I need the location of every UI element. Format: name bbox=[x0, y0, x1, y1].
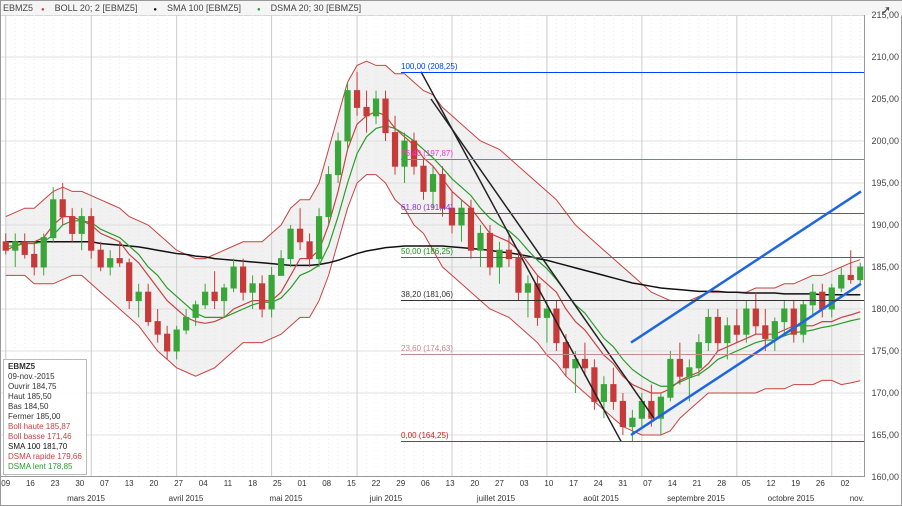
x-tick-day: 06 bbox=[421, 479, 430, 488]
x-tick-day: 16 bbox=[26, 479, 35, 488]
x-tick-day: 25 bbox=[273, 479, 282, 488]
x-tick-day: 15 bbox=[347, 479, 356, 488]
fib-line bbox=[401, 300, 865, 301]
x-tick-day: 31 bbox=[618, 479, 627, 488]
x-tick-day: 23 bbox=[51, 479, 60, 488]
y-tick-label: 160,00 bbox=[871, 472, 899, 482]
x-tick-day: 05 bbox=[742, 479, 751, 488]
y-tick-label: 180,00 bbox=[871, 304, 899, 314]
x-tick-day: 02 bbox=[841, 479, 850, 488]
y-axis: 160,00165,00170,00175,00180,00185,00190,… bbox=[864, 15, 901, 477]
y-tick-label: 200,00 bbox=[871, 136, 899, 146]
x-tick-day: 13 bbox=[446, 479, 455, 488]
y-tick-label: 215,00 bbox=[871, 10, 899, 20]
y-tick-label: 165,00 bbox=[871, 430, 899, 440]
indicator-dsma: ●DSMA 20; 30 [EBMZ5] bbox=[257, 3, 369, 13]
x-tick-day: 26 bbox=[816, 479, 825, 488]
x-tick-month: avril 2015 bbox=[169, 494, 204, 503]
x-tick-month: juillet 2015 bbox=[477, 494, 515, 503]
info-row: Haut 185,50 bbox=[8, 392, 82, 402]
y-tick-label: 190,00 bbox=[871, 220, 899, 230]
y-tick-label: 205,00 bbox=[871, 94, 899, 104]
ohlc-info-box: EBMZ5 09-nov.-2015 Ouvrir 184,75Haut 185… bbox=[3, 359, 87, 475]
y-tick-label: 210,00 bbox=[871, 52, 899, 62]
x-tick-day: 08 bbox=[322, 479, 331, 488]
x-tick-day: 09 bbox=[1, 479, 10, 488]
x-tick-day: 29 bbox=[396, 479, 405, 488]
y-tick-label: 185,00 bbox=[871, 262, 899, 272]
x-tick-day: 07 bbox=[643, 479, 652, 488]
x-tick-month: septembre 2015 bbox=[667, 494, 725, 503]
x-tick-day: 10 bbox=[544, 479, 553, 488]
x-tick-day: 20 bbox=[149, 479, 158, 488]
x-tick-day: 13 bbox=[125, 479, 134, 488]
x-tick-day: 20 bbox=[470, 479, 479, 488]
x-tick-day: 04 bbox=[199, 479, 208, 488]
x-tick-month: nov. bbox=[850, 494, 865, 503]
info-title: EBMZ5 bbox=[8, 362, 82, 372]
info-row: Boll haute 185,87 bbox=[8, 422, 82, 432]
x-tick-day: 01 bbox=[298, 479, 307, 488]
y-tick-label: 170,00 bbox=[871, 388, 899, 398]
info-row: Fermer 185,00 bbox=[8, 412, 82, 422]
indicator-sma: ●SMA 100 [EBMZ5] bbox=[153, 3, 249, 13]
info-date: 09-nov.-2015 bbox=[8, 372, 82, 382]
x-tick-day: 17 bbox=[569, 479, 578, 488]
x-tick-day: 27 bbox=[174, 479, 183, 488]
x-tick-day: 03 bbox=[520, 479, 529, 488]
fib-label: 76,40 (197,87) bbox=[401, 149, 453, 159]
x-tick-day: 19 bbox=[791, 479, 800, 488]
fib-line bbox=[401, 159, 865, 160]
info-row: Ouvrir 184,75 bbox=[8, 382, 82, 392]
x-tick-day: 21 bbox=[692, 479, 701, 488]
x-tick-day: 11 bbox=[224, 479, 232, 488]
x-tick-day: 12 bbox=[767, 479, 776, 488]
x-tick-month: mai 2015 bbox=[270, 494, 303, 503]
fib-line bbox=[401, 354, 865, 355]
x-tick-day: 18 bbox=[248, 479, 257, 488]
fib-line bbox=[401, 441, 865, 442]
fib-line bbox=[401, 213, 865, 214]
fib-label: 50,00 (186,25) bbox=[401, 247, 453, 257]
x-tick-day: 07 bbox=[100, 479, 109, 488]
info-row: SMA 100 181,70 bbox=[8, 442, 82, 452]
fib-label: 100,00 (208,25) bbox=[401, 62, 458, 72]
symbol-label: EBMZ5 bbox=[3, 3, 33, 13]
chart-header: EBMZ5 ●BOLL 20; 2 [EBMZ5] ●SMA 100 [EBMZ… bbox=[1, 1, 902, 16]
x-tick-day: 22 bbox=[372, 479, 381, 488]
x-tick-day: 27 bbox=[495, 479, 504, 488]
info-row: DSMA lent 178,85 bbox=[8, 462, 82, 472]
x-tick-month: août 2015 bbox=[583, 494, 619, 503]
x-axis: 09 16 23 30 07 13 20 27 04 11 18 25 01 08 15 22 29 06 13 20… bbox=[1, 476, 865, 505]
plot-area[interactable]: 100,00 (208,25) 76,40 (197,87) 61,80 (191,… bbox=[1, 15, 865, 477]
x-tick-day: 24 bbox=[594, 479, 603, 488]
y-tick-label: 195,00 bbox=[871, 178, 899, 188]
info-row: DSMA rapide 179,66 bbox=[8, 452, 82, 462]
x-tick-month: mars 2015 bbox=[67, 494, 105, 503]
fib-label: 61,80 (191,44) bbox=[401, 203, 453, 213]
x-tick-month: juin 2015 bbox=[370, 494, 402, 503]
indicator-boll: ●BOLL 20; 2 [EBMZ5] bbox=[41, 3, 145, 13]
fib-label: 38,20 (181,06) bbox=[401, 290, 453, 300]
chart-window: EBMZ5 ●BOLL 20; 2 [EBMZ5] ●SMA 100 [EBMZ… bbox=[0, 0, 902, 506]
x-tick-day: 14 bbox=[668, 479, 677, 488]
fib-label: 0,00 (164,25) bbox=[401, 431, 449, 441]
x-tick-day: 30 bbox=[75, 479, 84, 488]
x-tick-day: 28 bbox=[717, 479, 726, 488]
fib-label: 23,60 (174,63) bbox=[401, 344, 453, 354]
fib-line bbox=[401, 257, 865, 258]
y-tick-label: 175,00 bbox=[871, 346, 899, 356]
info-row: Bas 184,50 bbox=[8, 402, 82, 412]
x-tick-month: octobre 2015 bbox=[768, 494, 815, 503]
fib-line bbox=[401, 72, 865, 73]
info-row: Boll basse 171,46 bbox=[8, 432, 82, 442]
